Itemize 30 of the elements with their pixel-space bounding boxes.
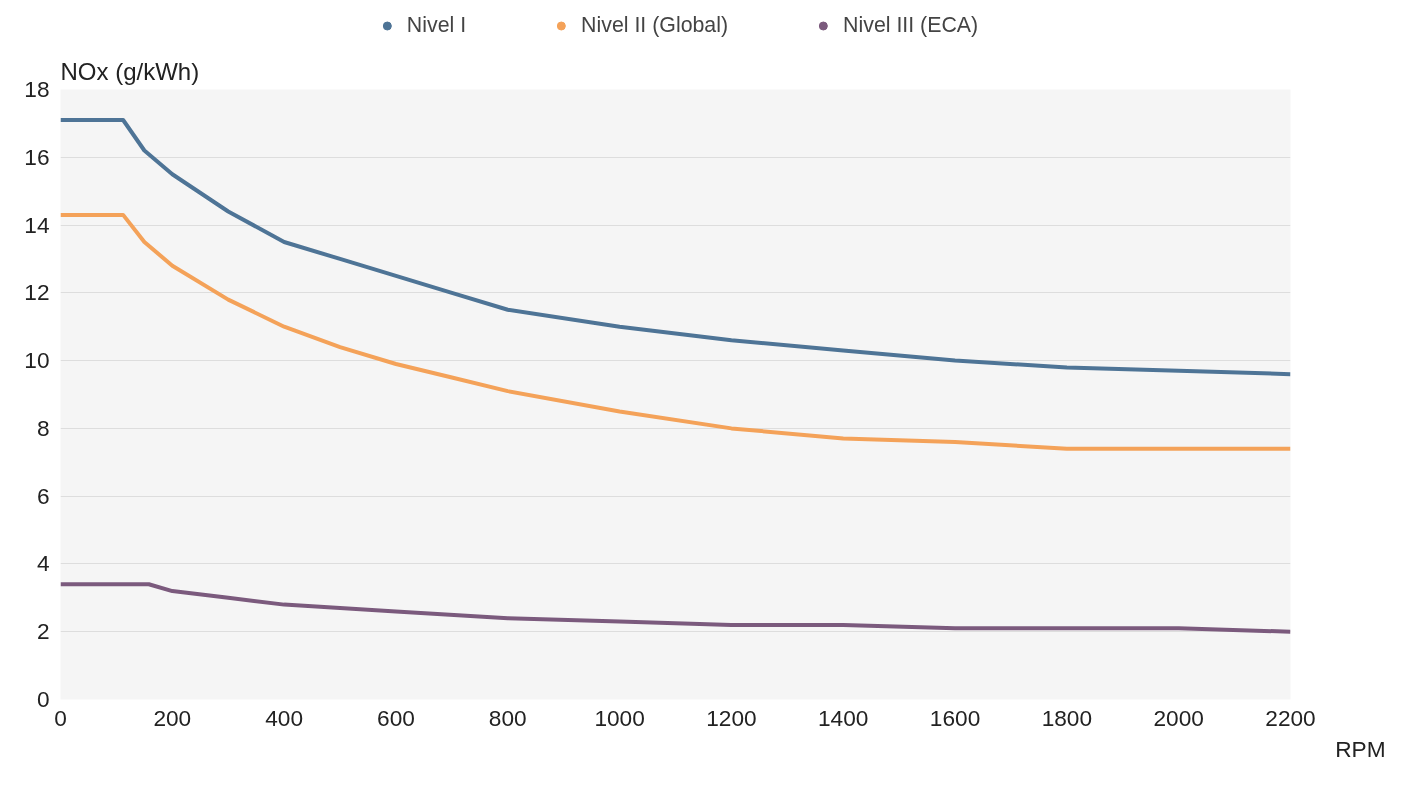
y-tick-label: 16 xyxy=(24,143,50,170)
y-tick-label: 8 xyxy=(36,414,50,441)
line-series xyxy=(60,582,1291,634)
x-tick-label: 400 xyxy=(265,704,304,731)
line-series xyxy=(60,118,1291,377)
x-tick-label: 1400 xyxy=(818,704,869,731)
x-tick-label: 1800 xyxy=(1041,704,1093,731)
y-tick-label: 4 xyxy=(36,550,50,577)
legend-label: Nivel III (ECA) xyxy=(843,12,979,38)
x-tick-label: 1600 xyxy=(929,704,981,731)
x-tick-label: 200 xyxy=(153,704,192,731)
y-tick-label: 0 xyxy=(36,686,50,712)
line-series xyxy=(60,212,1291,451)
y-tick-label: 12 xyxy=(24,279,50,306)
y-axis-title: NOx (g/kWh) xyxy=(60,57,200,85)
x-tick-label: 1200 xyxy=(706,704,757,731)
y-tick-label: 18 xyxy=(24,76,50,102)
y-tick-label: 6 xyxy=(36,482,50,509)
y-tick-label: 2 xyxy=(36,618,50,645)
x-tick-label: 0 xyxy=(54,704,67,731)
x-tick-label: 800 xyxy=(488,704,527,731)
y-tick-label: 10 xyxy=(24,347,50,374)
y-tick-label: 14 xyxy=(24,211,50,238)
legend-label: Nivel I xyxy=(406,12,467,38)
x-tick-label: 1000 xyxy=(594,704,645,731)
x-tick-label: 2200 xyxy=(1265,704,1316,731)
legend-label: Nivel II (Global) xyxy=(581,12,729,38)
x-tick-label: 600 xyxy=(377,704,415,731)
x-tick-label: 2000 xyxy=(1153,704,1204,731)
x-axis-title: RPM xyxy=(1335,735,1386,762)
